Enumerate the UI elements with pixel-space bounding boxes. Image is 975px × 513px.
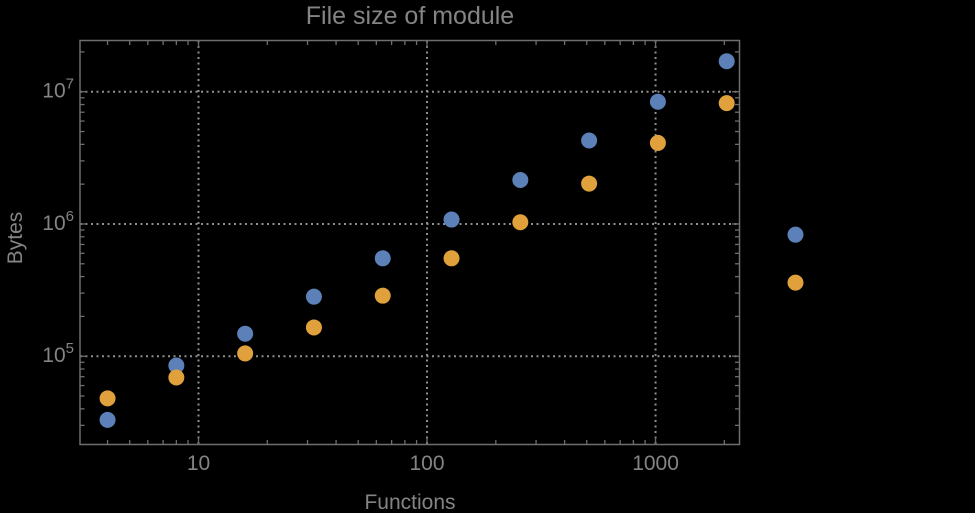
blue-data-point	[512, 172, 529, 189]
y-axis-label: Bytes	[4, 211, 27, 265]
orange-data-point	[374, 287, 391, 304]
chart-title: File size of module	[305, 2, 515, 30]
x-tick-label: 100	[410, 452, 445, 475]
blue-data-point	[581, 132, 598, 149]
orange-data-point	[718, 95, 735, 112]
orange-data-point	[581, 175, 598, 192]
x-axis-label: Functions	[364, 491, 456, 513]
orange-data-point	[237, 345, 254, 362]
y-tick-label: 106	[42, 208, 74, 235]
y-tick-label: 105	[42, 340, 74, 367]
blue-data-point	[168, 357, 185, 374]
orange-data-point	[443, 250, 460, 267]
blue-data-point	[237, 325, 254, 342]
blue-data-point	[99, 411, 116, 428]
blue-data-point	[718, 53, 735, 70]
x-tick-label: 1000	[632, 452, 679, 475]
blue-data-point	[305, 288, 322, 305]
orange-data-point	[168, 369, 185, 386]
plot-frame	[79, 39, 741, 446]
blue-data-point	[374, 250, 391, 267]
orange-data-point	[649, 134, 666, 151]
blue-data-point	[649, 93, 666, 110]
orange-data-point	[305, 319, 322, 336]
orange-data-point	[99, 390, 116, 407]
x-tick-label: 10	[187, 452, 210, 475]
blue-data-point	[787, 226, 804, 243]
y-tick-label: 107	[42, 76, 74, 103]
orange-data-point	[512, 214, 529, 231]
blue-data-point	[443, 211, 460, 228]
orange-data-point	[787, 274, 804, 291]
